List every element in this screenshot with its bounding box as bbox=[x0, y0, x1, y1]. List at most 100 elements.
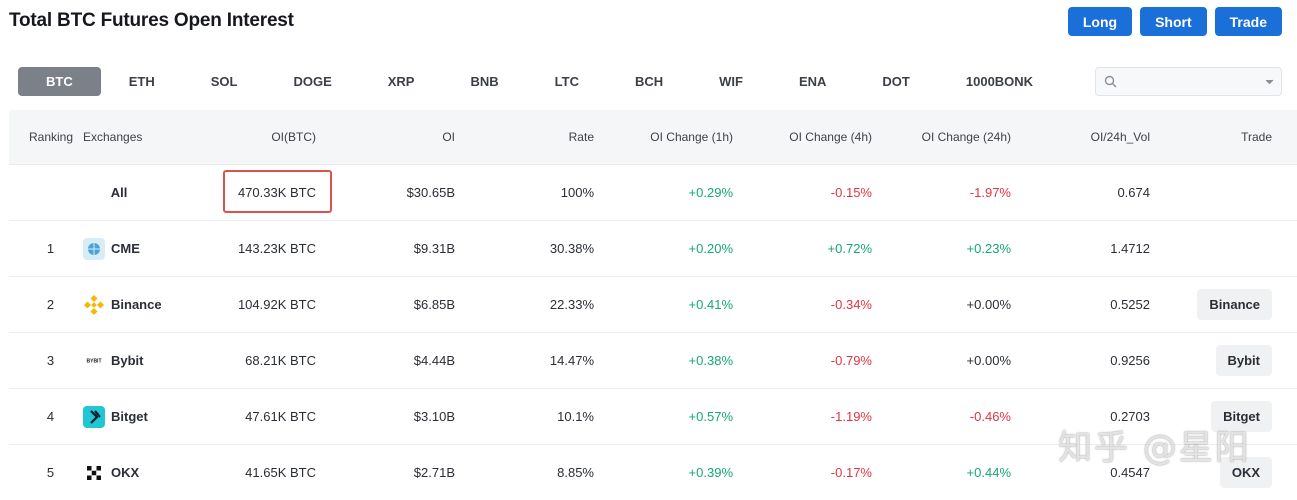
tab-doge[interactable]: DOGE bbox=[293, 74, 332, 89]
trade-okx-button[interactable]: OKX bbox=[1219, 457, 1272, 488]
short-button[interactable]: Short bbox=[1140, 7, 1207, 36]
tab-xrp[interactable]: XRP bbox=[387, 74, 415, 89]
open-interest-table: Ranking Exchanges OI(BTC) OI Rate OI Cha… bbox=[9, 110, 1297, 500]
change-1h-cell: +0.41% bbox=[688, 297, 733, 312]
tab-dot[interactable]: DOT bbox=[882, 74, 910, 89]
header-oi-change-24h: OI Change (24h) bbox=[921, 130, 1011, 144]
exchange-name: Bitget bbox=[111, 409, 148, 424]
rate-cell: 10.1% bbox=[557, 409, 594, 424]
change-24h-cell: +0.44% bbox=[966, 465, 1011, 480]
oi-cell: $9.31B bbox=[413, 241, 455, 256]
tab-btc[interactable]: BTC bbox=[18, 67, 101, 96]
rate-cell: 100% bbox=[560, 185, 594, 200]
tab-1000bonk[interactable]: 1000BONK bbox=[965, 74, 1034, 89]
change-24h-cell: +0.00% bbox=[966, 353, 1011, 368]
chevron-down-icon[interactable] bbox=[1257, 79, 1281, 85]
tab-wif[interactable]: WIF bbox=[719, 74, 743, 89]
trade-bitget-button[interactable]: Bitget bbox=[1211, 401, 1272, 432]
exchange-cell[interactable]: CME bbox=[83, 221, 233, 276]
oi-btc-cell: 41.65K BTC bbox=[245, 465, 316, 480]
oi-vol-cell: 0.4547 bbox=[1110, 465, 1150, 480]
bitget-icon bbox=[83, 405, 105, 428]
rank-cell: 1 bbox=[46, 241, 55, 256]
change-1h-cell: +0.29% bbox=[688, 185, 733, 200]
header-exchanges: Exchanges bbox=[83, 130, 143, 144]
coin-tabs: BTC ETH SOL DOGE XRP BNB LTC BCH WIF ENA… bbox=[18, 67, 1086, 96]
tab-eth[interactable]: ETH bbox=[128, 74, 155, 89]
change-4h-cell: -0.34% bbox=[830, 297, 872, 312]
change-4h-cell: -0.15% bbox=[830, 185, 872, 200]
okx-icon bbox=[83, 462, 105, 484]
long-button[interactable]: Long bbox=[1067, 7, 1133, 36]
change-24h-cell: -1.97% bbox=[969, 185, 1011, 200]
table-row: 1 CME 143.23K BTC $9.31B 30.38% +0.20% +… bbox=[9, 221, 1297, 277]
header-oi: OI bbox=[442, 130, 455, 144]
oi-vol-cell: 0.674 bbox=[1117, 185, 1150, 200]
tab-ltc[interactable]: LTC bbox=[554, 74, 579, 89]
exchange-name: CME bbox=[111, 241, 140, 256]
header-oi-btc: OI(BTC) bbox=[271, 130, 316, 144]
search-icon bbox=[1096, 75, 1124, 88]
table-header: Ranking Exchanges OI(BTC) OI Rate OI Cha… bbox=[9, 110, 1297, 165]
rate-cell: 22.33% bbox=[549, 297, 594, 312]
oi-vol-cell: 0.9256 bbox=[1110, 353, 1150, 368]
header-oi-change-1h: OI Change (1h) bbox=[650, 130, 733, 144]
trade-button[interactable]: Trade bbox=[1214, 7, 1282, 36]
change-1h-cell: +0.39% bbox=[688, 465, 733, 480]
change-4h-cell: -0.79% bbox=[830, 353, 872, 368]
change-4h-cell: +0.72% bbox=[827, 241, 872, 256]
exchange-cell[interactable]: Binance bbox=[83, 277, 233, 332]
tab-bnb[interactable]: BNB bbox=[470, 74, 499, 89]
oi-vol-cell: 1.4712 bbox=[1110, 241, 1150, 256]
oi-cell: $30.65B bbox=[406, 185, 455, 200]
oi-cell: $3.10B bbox=[413, 409, 455, 424]
header-oi-change-4h: OI Change (4h) bbox=[789, 130, 872, 144]
table-row: 3 BYBIT Bybit 68.21K BTC $4.44B 14.47% +… bbox=[9, 333, 1297, 389]
action-buttons: Long Short Trade bbox=[1067, 7, 1282, 36]
exchange-name: OKX bbox=[111, 465, 140, 480]
change-1h-cell: +0.20% bbox=[688, 241, 733, 256]
exchange-cell[interactable]: Bitget bbox=[83, 389, 233, 444]
header-ranking: Ranking bbox=[29, 130, 74, 144]
exchange-cell[interactable]: BYBIT Bybit bbox=[83, 333, 233, 388]
oi-btc-cell: 47.61K BTC bbox=[245, 409, 316, 424]
table-row: 2 Binance 104.92K BTC $6.85B 22.33% +0.4… bbox=[9, 277, 1297, 333]
tab-ena[interactable]: ENA bbox=[798, 74, 827, 89]
trade-bybit-button[interactable]: Bybit bbox=[1215, 345, 1272, 376]
change-4h-cell: -0.17% bbox=[830, 465, 872, 480]
exchange-cell[interactable]: OKX bbox=[83, 445, 233, 500]
table-row-all: All 470.33K BTC $30.65B 100% +0.29% -0.1… bbox=[9, 165, 1297, 221]
oi-btc-cell: 104.92K BTC bbox=[237, 297, 316, 312]
exchange-name: Bybit bbox=[111, 353, 144, 368]
rate-cell: 30.38% bbox=[549, 241, 594, 256]
header-trade: Trade bbox=[1241, 130, 1272, 144]
oi-btc-cell: 470.33K BTC bbox=[189, 165, 316, 220]
table-row: 4 Bitget 47.61K BTC $3.10B 10.1% +0.57% … bbox=[9, 389, 1297, 445]
svg-text:BYBIT: BYBIT bbox=[87, 358, 102, 364]
tab-sol[interactable]: SOL bbox=[210, 74, 238, 89]
oi-cell: $2.71B bbox=[413, 465, 455, 480]
coin-search[interactable] bbox=[1095, 67, 1282, 96]
rank-cell: 4 bbox=[46, 409, 55, 424]
trade-cell: Bybit bbox=[1189, 333, 1272, 388]
change-24h-cell: +0.23% bbox=[966, 241, 1011, 256]
rate-cell: 14.47% bbox=[549, 353, 594, 368]
oi-cell: $6.85B bbox=[413, 297, 455, 312]
tab-ae[interactable]: AE bbox=[1061, 67, 1086, 96]
rank-cell: 2 bbox=[46, 297, 55, 312]
search-input[interactable] bbox=[1124, 74, 1257, 89]
change-1h-cell: +0.38% bbox=[688, 353, 733, 368]
header-rate: Rate bbox=[568, 130, 594, 144]
change-1h-cell: +0.57% bbox=[688, 409, 733, 424]
oi-btc-cell: 143.23K BTC bbox=[237, 241, 316, 256]
change-4h-cell: -1.19% bbox=[830, 409, 872, 424]
trade-cell: OKX bbox=[1189, 445, 1272, 500]
page-title: Total BTC Futures Open Interest bbox=[9, 10, 294, 31]
trade-cell: Bitget bbox=[1189, 389, 1272, 444]
oi-btc-value: 470.33K BTC bbox=[237, 185, 316, 200]
oi-btc-cell: 68.21K BTC bbox=[245, 353, 316, 368]
tab-bch[interactable]: BCH bbox=[634, 74, 664, 89]
rate-cell: 8.85% bbox=[557, 465, 594, 480]
trade-binance-button[interactable]: Binance bbox=[1197, 289, 1272, 320]
table-row: 5 OKX 41.65K BTC $2.71B 8.85% +0.39% -0.… bbox=[9, 445, 1297, 500]
